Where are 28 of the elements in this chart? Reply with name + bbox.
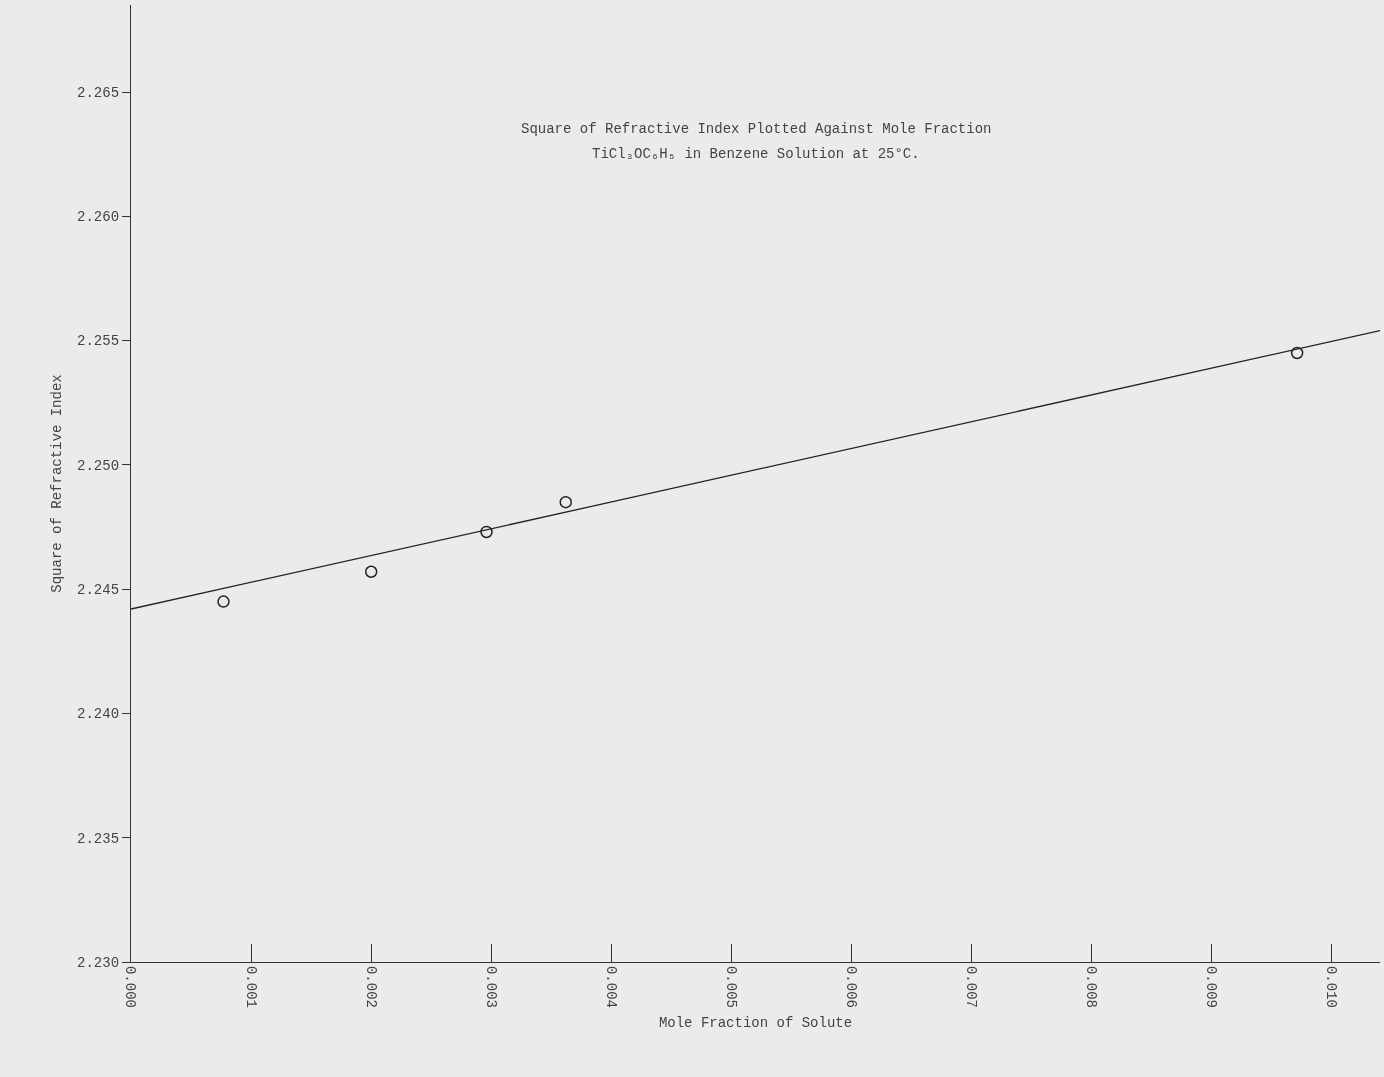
x-tick-label: 0.002 [362, 965, 379, 1008]
x-tick-label: 0.000 [122, 965, 139, 1008]
text: Square of Refractive Index Plotted Against Mole Fraction [521, 121, 992, 137]
y-tick-label: 2.240 [77, 706, 120, 723]
x-tick-label: 0.009 [1203, 965, 1220, 1008]
point [364, 565, 378, 578]
x-tick-label: 0.003 [482, 965, 499, 1008]
y-tick-label: 2.235 [77, 830, 120, 847]
point [1290, 346, 1304, 360]
y-axis-title: Square of Refractive Index [48, 374, 65, 593]
y-tick-label: 2.255 [77, 333, 120, 350]
point [480, 525, 493, 539]
x-tick-label: 0.006 [843, 965, 860, 1008]
x-tick-label: 0.010 [1323, 965, 1340, 1008]
x-tick-label: 0.008 [1083, 965, 1100, 1008]
y-tick-label: 2.245 [77, 582, 120, 599]
y-tick-label: 2.250 [77, 457, 120, 474]
y-tick-label: 2.230 [77, 954, 120, 971]
point [217, 595, 230, 608]
x-tick-label: 0.001 [242, 965, 259, 1008]
x-tick-label: 0.007 [963, 965, 980, 1008]
x-axis-title: Mole Fraction of Solute [658, 1015, 853, 1032]
text: TiCl₃OC₆H₅ in Benzene Solution at 25°C. [592, 146, 920, 162]
y-tick-label: 2.265 [77, 84, 120, 101]
point [559, 495, 572, 509]
y-tick-label: 2.260 [77, 209, 120, 226]
x-tick-label: 0.005 [722, 965, 739, 1008]
x-tick-label: 0.004 [602, 965, 619, 1008]
